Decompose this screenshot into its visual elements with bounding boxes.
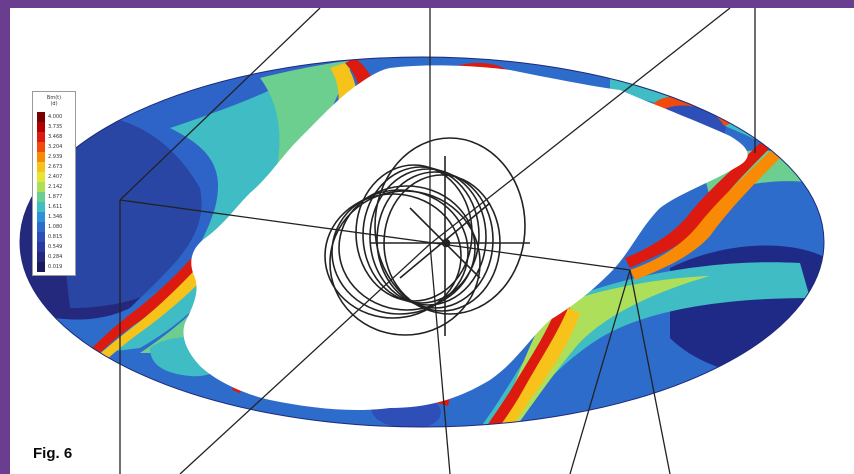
legend-value: 2.142 xyxy=(48,184,63,190)
field-edge-right-red xyxy=(625,143,770,268)
legend-entry: 2.673 xyxy=(37,162,75,172)
legend-entry: 3.735 xyxy=(37,122,75,132)
legend-swatch xyxy=(37,212,45,222)
legend-value: 1.877 xyxy=(48,194,63,200)
legend-swatch xyxy=(37,262,45,272)
legend-entry: 1.611 xyxy=(37,202,75,212)
legend-entry: 4.000 xyxy=(37,112,75,122)
legend-title-line1: Bm(t) xyxy=(46,95,62,101)
legend-value: 1.346 xyxy=(48,214,63,220)
legend-value: 0.284 xyxy=(48,254,63,260)
legend-value: 3.735 xyxy=(48,124,63,130)
legend-entry: 3.468 xyxy=(37,132,75,142)
legend-entry: 0.284 xyxy=(37,252,75,262)
figure-caption-label: Fig. 6 xyxy=(33,445,73,462)
legend-title: Bm(t) (d) xyxy=(33,95,75,107)
disc-outline xyxy=(19,56,825,428)
legend-title-line2: (d) xyxy=(50,101,58,107)
legend-swatch xyxy=(37,162,45,172)
legend-entry: 1.080 xyxy=(37,222,75,232)
legend-entry: 3.204 xyxy=(37,142,75,152)
wireframe-box xyxy=(119,8,756,474)
legend-entry: 1.346 xyxy=(37,212,75,222)
simulation-plot xyxy=(19,8,825,474)
legend-value: 0.549 xyxy=(48,244,63,250)
color-legend: Bm(t) (d) 4.000 3.735 3.468 3.204 2.939 2.673… xyxy=(32,91,76,276)
field-edge-right-orange xyxy=(630,151,780,280)
field-edge-left-orange xyxy=(94,258,216,366)
legend-value: 0.815 xyxy=(48,234,63,240)
legend-swatch xyxy=(37,182,45,192)
legend-value: 2.673 xyxy=(48,164,63,170)
field-band-left-green xyxy=(140,60,355,353)
legend-swatch xyxy=(37,172,45,182)
legend-value: 4.000 xyxy=(48,114,63,120)
legend-value: 2.939 xyxy=(48,154,63,160)
legend-swatch xyxy=(37,242,45,252)
legend-swatch xyxy=(37,252,45,262)
legend-swatch xyxy=(37,142,45,152)
legend-entry: 2.142 xyxy=(37,182,75,192)
legend-value: 3.468 xyxy=(48,134,63,140)
legend-value: 0.019 xyxy=(48,264,63,270)
legend-swatch xyxy=(37,202,45,212)
field-edge-bottom-orange xyxy=(492,308,580,427)
legend-value: 2.407 xyxy=(48,174,63,180)
coil-assembly xyxy=(324,137,530,336)
legend-swatch xyxy=(37,152,45,162)
figure-image: Bm(t) (d) 4.000 3.735 3.468 3.204 2.939 2.673… xyxy=(10,8,854,474)
legend-entry: 2.939 xyxy=(37,152,75,162)
legend-swatch xyxy=(37,222,45,232)
legend-swatch xyxy=(37,122,45,132)
legend-swatch xyxy=(37,112,45,122)
legend-entry: 1.877 xyxy=(37,192,75,202)
legend-swatch xyxy=(37,132,45,142)
legend-value: 1.611 xyxy=(48,204,63,210)
legend-entry: 0.815 xyxy=(37,232,75,242)
legend-swatch xyxy=(37,192,45,202)
legend-value: 1.080 xyxy=(48,224,63,230)
legend-entry: 0.019 xyxy=(37,262,75,272)
legend-entry: 2.407 xyxy=(37,172,75,182)
legend-entry: 0.549 xyxy=(37,242,75,252)
legend-swatch xyxy=(37,232,45,242)
field-edge-bottom-red xyxy=(480,303,570,427)
legend-value: 3.204 xyxy=(48,144,63,150)
